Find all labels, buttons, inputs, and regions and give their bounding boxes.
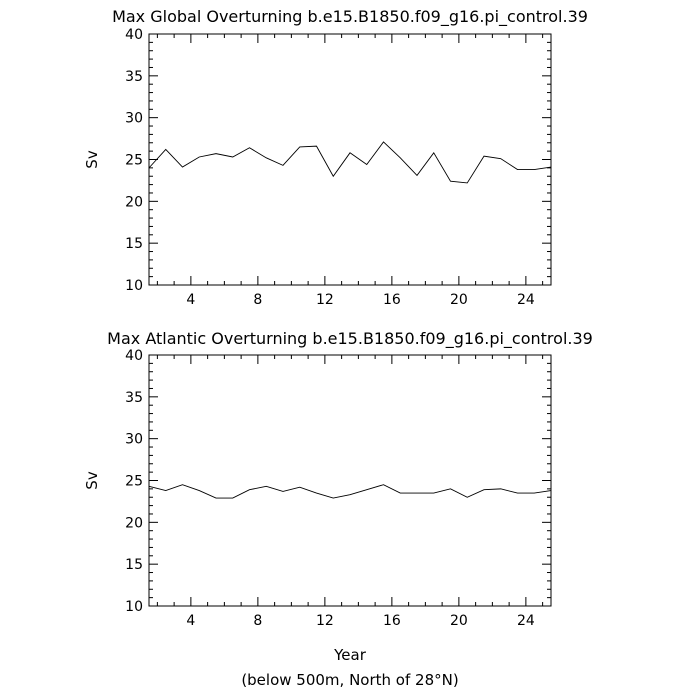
x-tick-label: 20: [450, 292, 468, 308]
x-tick-label: 4: [186, 613, 195, 629]
plot-frame: [148, 354, 552, 607]
atlantic-overturning-chart: Max Atlantic Overturning b.e15.B1850.f09…: [83, 329, 593, 664]
y-tick-label: 15: [125, 236, 143, 252]
x-tick-label: 20: [450, 613, 468, 629]
chart-title: Max Global Overturning b.e15.B1850.f09_g…: [112, 7, 588, 27]
x-tick-label: 8: [253, 292, 262, 308]
figure-caption: (below 500m, North of 28°N): [241, 671, 458, 689]
y-tick-label: 35: [125, 69, 143, 85]
y-tick-label: 10: [125, 599, 143, 615]
x-tick-label: 24: [517, 292, 535, 308]
y-tick-label: 20: [125, 194, 143, 210]
x-axis-label: Year: [333, 646, 367, 664]
x-tick-label: 24: [517, 613, 535, 629]
y-tick-label: 25: [125, 153, 143, 169]
y-tick-label: 40: [125, 348, 143, 364]
y-tick-label: 15: [125, 557, 143, 573]
plot-frame: [148, 33, 552, 286]
y-tick-label: 30: [125, 111, 143, 127]
x-tick-label: 12: [316, 292, 334, 308]
y-tick-label: 25: [125, 474, 143, 490]
y-tick-label: 35: [125, 390, 143, 406]
y-tick-label: 30: [125, 432, 143, 448]
y-tick-label: 20: [125, 515, 143, 531]
y-axis-label: Sv: [83, 150, 101, 169]
x-tick-label: 8: [253, 613, 262, 629]
series-line: [148, 141, 552, 184]
y-tick-label: 10: [125, 278, 143, 294]
chart-title: Max Atlantic Overturning b.e15.B1850.f09…: [107, 329, 593, 349]
x-tick-label: 4: [186, 292, 195, 308]
y-axis-label: Sv: [83, 471, 101, 490]
y-tick-label: 40: [125, 27, 143, 43]
x-tick-label: 12: [316, 613, 334, 629]
series-line: [148, 484, 552, 499]
x-tick-label: 16: [383, 292, 401, 308]
global-overturning-chart: Max Global Overturning b.e15.B1850.f09_g…: [83, 7, 588, 308]
x-tick-label: 16: [383, 613, 401, 629]
